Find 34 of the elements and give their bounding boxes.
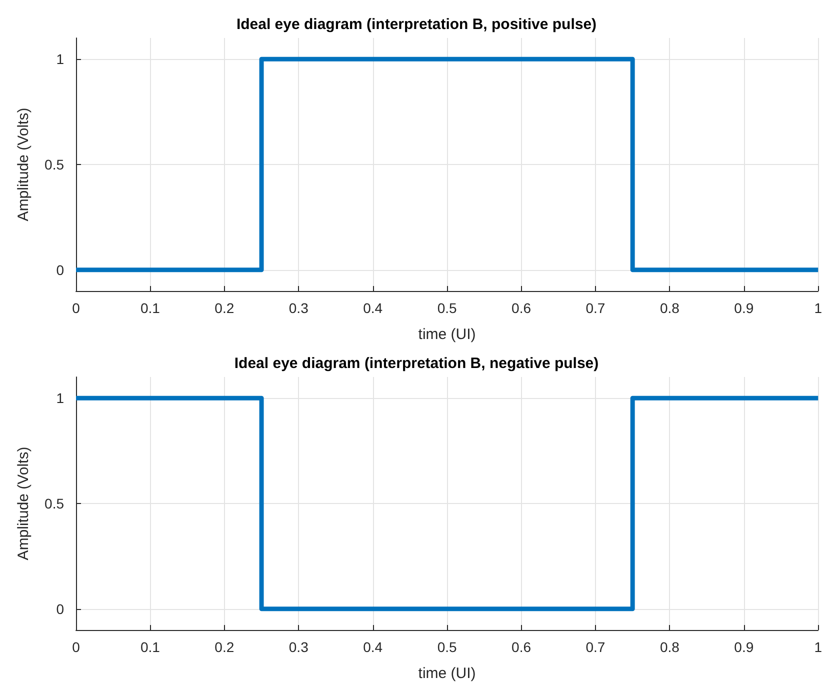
- chart-title: Ideal eye diagram (interpretation B, positive pulse): [236, 16, 597, 33]
- y-tick-label: 0: [56, 600, 64, 617]
- y-axis-title: Amplitude (Volts): [15, 446, 32, 560]
- x-tick-label: 0.3: [288, 300, 309, 316]
- x-tick-label: 0.6: [512, 639, 532, 655]
- x-tick-label: 0.1: [140, 639, 160, 655]
- x-tick-label: 0.9: [734, 300, 754, 316]
- x-axis-title: time (UI): [418, 665, 476, 682]
- x-tick-label: 0.5: [437, 300, 457, 316]
- y-tick-label: 1: [56, 51, 64, 68]
- y-tick-label: 0.5: [44, 496, 64, 512]
- y-tick-label: 0: [56, 262, 64, 278]
- x-tick-label: 0.8: [660, 639, 680, 655]
- x-tick-label: 0.2: [214, 639, 234, 655]
- x-tick-label: 0.8: [660, 300, 680, 316]
- x-tick-label: 0.2: [214, 300, 234, 316]
- x-tick-label: 0.4: [363, 300, 383, 316]
- x-tick-label: 0.9: [734, 639, 754, 655]
- x-tick-label: 0.6: [512, 300, 532, 316]
- y-axis-title: Amplitude (Volts): [15, 108, 32, 222]
- y-tick-label: 1: [56, 390, 64, 406]
- x-tick-label: 0.1: [140, 300, 160, 316]
- x-tick-label: 0.5: [437, 639, 457, 655]
- chart-title: Ideal eye diagram (interpretation B, negative pulse): [234, 355, 599, 372]
- x-tick-label: 0: [72, 639, 80, 655]
- x-tick-label: 0.4: [363, 639, 383, 655]
- x-tick-label: 0.7: [586, 639, 606, 655]
- x-tick-label: 0: [72, 300, 80, 316]
- x-axis-title: time (UI): [418, 326, 476, 343]
- x-tick-label: 1: [814, 300, 822, 316]
- x-tick-label: 0.7: [586, 300, 606, 316]
- x-tick-label: 0.3: [288, 639, 309, 655]
- x-tick-label: 1: [814, 639, 822, 655]
- y-tick-label: 0.5: [44, 156, 64, 172]
